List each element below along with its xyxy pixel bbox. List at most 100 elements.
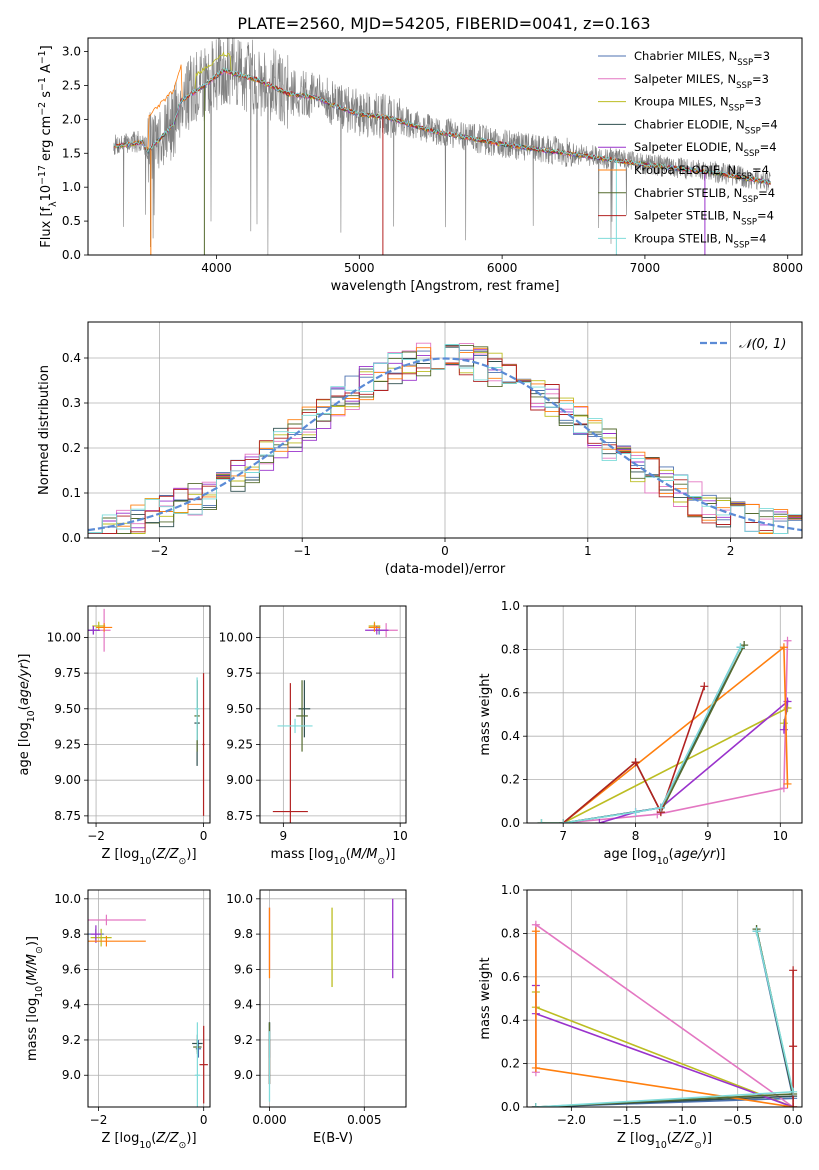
x-tick-label: 5000: [344, 261, 375, 275]
y-tick-label: 0.0: [501, 1100, 520, 1114]
plot-marks: [113, 38, 771, 255]
y-tick-label: 3.0: [62, 45, 81, 59]
weight-marker-1: [783, 636, 792, 645]
legend-label-tail: =3: [744, 95, 761, 109]
legend-label-2: Kroupa MILES, NSSP=3: [634, 95, 761, 114]
label-part: M/M: [351, 847, 378, 862]
plot-area: [527, 606, 802, 823]
y-tick-label: 0.4: [501, 1013, 520, 1027]
weight-marker-8: [559, 819, 568, 823]
y-tick-label: 0.6: [501, 686, 520, 700]
grid-lines: [260, 890, 406, 1107]
x-tick-label: −0.5: [723, 1113, 752, 1127]
label-part: 10: [139, 856, 151, 867]
legend-label-tail: =4: [757, 209, 774, 223]
legend-label-tail: =3: [753, 49, 770, 63]
y-tick-label: 9.2: [234, 1033, 253, 1047]
label-part: 10: [139, 1140, 151, 1151]
legend-label-sub: SSP: [736, 172, 752, 182]
label-part: )]: [25, 936, 40, 946]
label-part: )]: [702, 1131, 712, 1146]
legend-label-8: Kroupa STELIB, NSSP=4: [634, 231, 766, 250]
label-part: Z/Z: [155, 1131, 179, 1146]
label-part: ⊙: [179, 856, 187, 867]
y-tick-label: 0.0: [501, 816, 520, 830]
y-tick-label: 9.6: [234, 962, 253, 976]
legend-label-sub: SSP: [734, 240, 750, 250]
plot-marks: [272, 621, 398, 823]
weight-marker-5: [783, 779, 792, 788]
y-tick-label: 0.6: [501, 970, 520, 984]
legend-label-sub: SSP: [741, 218, 757, 228]
panel-residuals: −2 −1 0 1 2 0.0 0.1 0.2 0.3 0.4 𝒩(0, 1) (data-model…: [37, 321, 803, 577]
x-tick-label: 8000: [772, 261, 803, 275]
plot-area: [260, 606, 406, 823]
legend-label-sub: SSP: [744, 149, 760, 159]
label-part: (: [669, 847, 674, 862]
y-tick-label: 1.5: [62, 146, 81, 160]
y-tick-label: 0.1: [62, 486, 81, 500]
y-tick-label: 0.5: [62, 214, 81, 228]
label-part: ⊙: [34, 946, 45, 954]
legend-label-0: Chabrier MILES, NSSP=3: [634, 49, 770, 68]
x-tick-label: 1: [584, 544, 592, 558]
panel-weight-vs-z: −2.0 −1.5 −1.0 −0.5 0.0 0.0 0.2 0.4 0.6 0.8 1.0 Z […: [478, 883, 803, 1151]
label-part: 10: [26, 710, 37, 722]
legend-label-main: Chabrier MILES, N: [634, 49, 737, 63]
label-part: A: [39, 64, 54, 77]
panel-spectrum: 4000 5000 6000 7000 8000 0.0 0.5 1.0 1.5 2.0 2.5 3.…: [37, 37, 803, 294]
label-part: age [log: [603, 847, 656, 862]
y-tick-label: 9.25: [54, 737, 81, 751]
label-part: )]: [385, 847, 395, 862]
plot-area: [88, 890, 210, 1107]
y-tick-label: 0.4: [501, 729, 520, 743]
y-tick-label: 9.4: [234, 998, 253, 1012]
weight-line-7: [562, 686, 706, 823]
axes-frame: [259, 605, 407, 824]
label-part: (: [151, 1131, 156, 1146]
x-tick-label: 10: [393, 829, 408, 843]
x-tick-label: 0: [200, 829, 208, 843]
label-part: age/yr: [17, 662, 32, 705]
legend-label-main: Kroupa STELIB, N: [634, 231, 734, 245]
plot-marks: [537, 636, 792, 823]
axes-frame: [259, 889, 407, 1108]
x-tick-label: 2: [727, 544, 735, 558]
gaussian-curve: [88, 357, 802, 532]
legend-label-main: Salpeter STELIB, N: [634, 209, 741, 223]
y-tick-label: 9.00: [54, 773, 81, 787]
y-tick-label: 1.0: [501, 883, 520, 897]
legend-label-tail: =4: [749, 231, 766, 245]
x-tick-label: 0: [441, 544, 449, 558]
y-axis-label: Normed distribution: [37, 365, 52, 495]
x-tick-label: −1.5: [612, 1113, 641, 1127]
weight-marker-7: [789, 1103, 798, 1107]
axes-frame: [526, 605, 803, 824]
x-axis-label: age [log10(age/yr)]: [603, 847, 725, 867]
panel-mass-vs-z: −2 09.09.29.49.69.810.0Z [log10(Z/Z⊙)]mas…: [25, 889, 211, 1151]
y-axis-label: mass weight: [478, 673, 493, 755]
label-part: (data-model)/error: [385, 562, 506, 577]
y-tick-label: 9.8: [234, 927, 253, 941]
x-tick-label: 10: [773, 829, 788, 843]
x-axis-label: E(B-V): [313, 1131, 353, 1146]
label-part: erg cm: [39, 116, 54, 165]
model-line-7: [113, 68, 771, 185]
legend-label-1: Salpeter MILES, NSSP=3: [634, 72, 769, 91]
weight-marker-5: [531, 927, 540, 936]
legend-label-tail: =4: [760, 140, 777, 154]
x-axis-label: Z [log10(Z/Z⊙)]: [101, 847, 196, 867]
x-tick-label: 9: [280, 829, 288, 843]
legend-label-main: Salpeter ELODIE, N: [634, 140, 744, 154]
label-part: ⊙: [377, 856, 385, 867]
label-part: mass [log: [271, 847, 334, 862]
label-part: (: [17, 705, 32, 710]
plot-area: [260, 890, 406, 1107]
weight-marker-8: [736, 643, 745, 652]
legend-label-main: Kroupa ELODIE, N: [634, 163, 736, 177]
weight-marker-8: [537, 819, 546, 823]
x-tick-label: 0.0: [784, 1113, 803, 1127]
